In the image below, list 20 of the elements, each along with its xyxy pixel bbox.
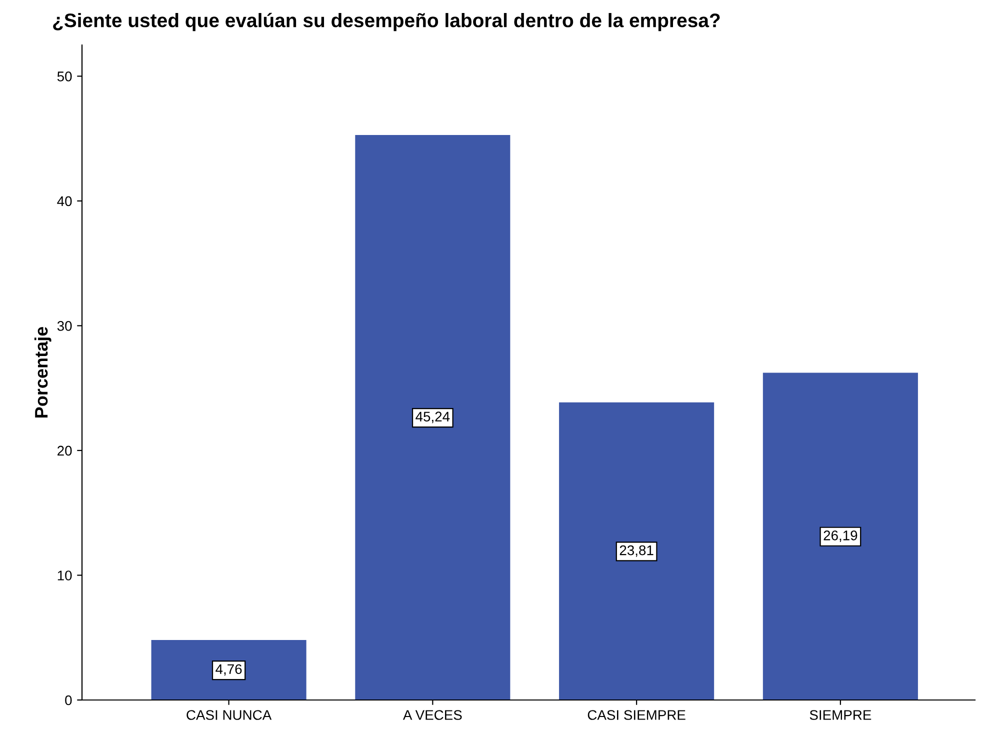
y-tick-label: 30 <box>57 321 72 331</box>
x-tick-label: SIEMPRE <box>810 710 872 720</box>
chart-title: ¿Siente usted que evalúan su desempeño laboral dentro de la empresa? <box>53 12 720 32</box>
y-axis-title: Porcentaje <box>34 326 52 418</box>
x-tick-label: A VECES <box>402 710 462 720</box>
bar <box>355 135 510 700</box>
data-label: 4,76 <box>216 664 242 676</box>
bar <box>151 640 306 700</box>
data-label: 23,81 <box>620 545 654 557</box>
x-tick-label: CASI NUNCA <box>186 710 272 720</box>
x-tick-label: CASI SIEMPRE <box>588 710 686 720</box>
bar <box>559 402 714 700</box>
y-tick-label: 50 <box>57 72 72 82</box>
data-label: 45,24 <box>416 412 450 424</box>
y-tick-label: 10 <box>58 570 72 580</box>
y-tick-label: 0 <box>65 695 72 706</box>
bar <box>762 372 918 700</box>
data-label: 26,19 <box>824 530 858 542</box>
y-tick-label: 20 <box>58 446 72 456</box>
y-tick-label: 40 <box>57 196 72 206</box>
